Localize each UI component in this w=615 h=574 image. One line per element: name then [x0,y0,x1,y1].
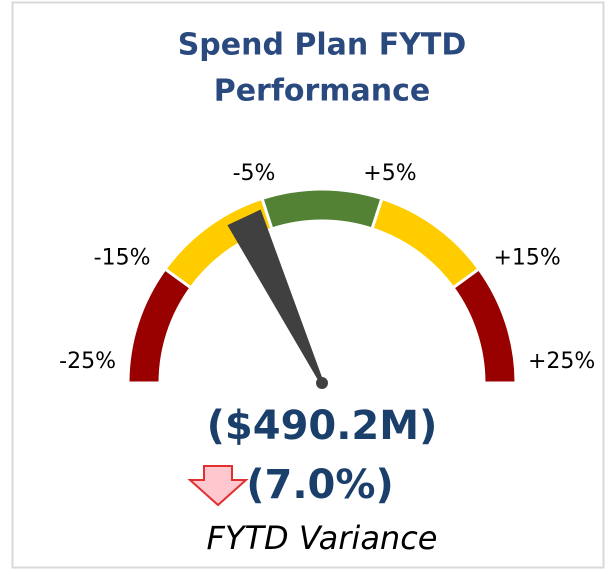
tick-label: -15% [94,245,151,270]
tick-label: -5% [233,161,276,186]
tick-label: -25% [59,349,116,374]
amount-label: ($490.2M) [207,403,438,449]
chart-title: Performance [214,74,431,109]
caption: FYTD Variance [207,519,438,557]
needle [227,209,324,384]
tick-label: +15% [494,245,561,270]
tick-label: +5% [363,161,416,186]
gauge: -25% -15% -5% +5% +15% +25% [59,161,595,389]
card-frame [11,1,605,569]
needle-label: (7.0%) [246,462,394,508]
needle-hub [316,377,328,389]
gauge-band [450,266,518,385]
down-arrow [187,465,249,507]
tick-label: +25% [528,349,595,374]
chart-title: Spend Plan FYTD [178,28,467,63]
